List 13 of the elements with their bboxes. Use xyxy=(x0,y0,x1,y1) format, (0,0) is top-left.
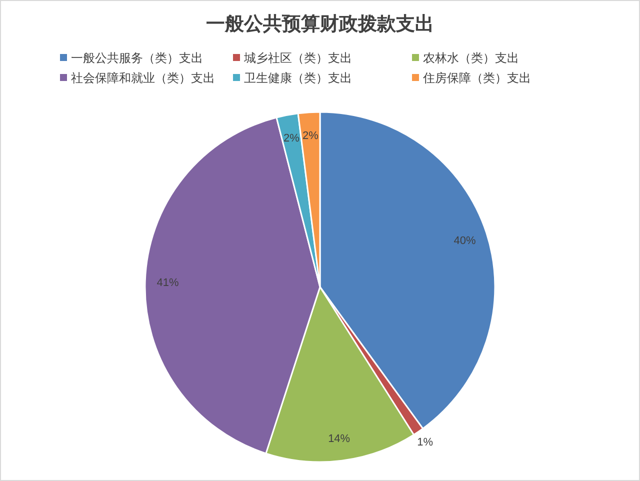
legend-item: 农林水（类）支出 xyxy=(412,51,519,65)
data-label: 14% xyxy=(328,433,350,446)
data-label: 1% xyxy=(417,436,434,449)
legend-item: 卫生健康（类）支出 xyxy=(233,71,352,85)
data-label: 41% xyxy=(156,277,180,290)
chart-title: 一般公共预算财政拨款支出 xyxy=(206,13,434,35)
data-label: 2% xyxy=(302,130,319,142)
legend-item: 一般公共服务（类）支出 xyxy=(60,51,203,65)
data-label: 2% xyxy=(284,132,300,144)
legend-item: 社会保障和就业（类）支出 xyxy=(60,71,215,85)
legend-item: 住房保障（类）支出 xyxy=(412,71,531,85)
legend-item: 城乡社区（类）支出 xyxy=(233,51,352,65)
data-label: 40% xyxy=(454,234,476,247)
